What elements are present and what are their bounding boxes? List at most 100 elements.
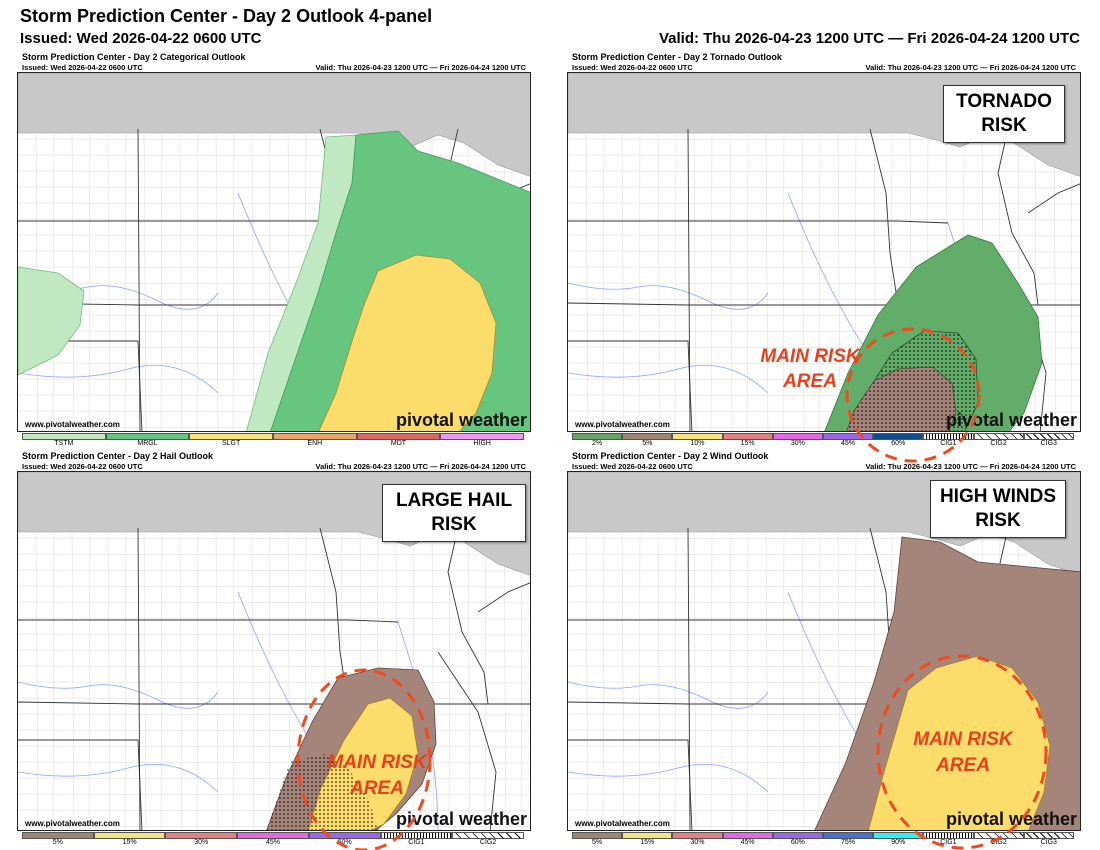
legend-item: 30% [672, 832, 723, 847]
legend-label: CIG2 [990, 839, 1007, 846]
legend-item: 10% [672, 433, 723, 448]
panel-title: Storm Prediction Center - Day 2 Wind Out… [572, 451, 769, 461]
legend-label: 2% [592, 440, 603, 447]
watermark-url: www.pivotalweather.com [25, 420, 120, 429]
hail-map[interactable]: LARGE HAIL RISK www.pivotalweather.com pi… [17, 471, 531, 831]
legend-item: 45% [722, 832, 773, 847]
pivotal-weather-logo: pivotal weather [395, 410, 527, 430]
tornado-map[interactable]: TORNADO RISK www.pivotalweather.com pivot… [567, 72, 1081, 432]
legend-label: 60% [891, 440, 906, 447]
pivotal-weather-logo: pivotal weather [945, 410, 1077, 430]
panel-title: Storm Prediction Center - Day 2 Categori… [22, 52, 246, 62]
legend-swatch [772, 433, 823, 440]
legend-item: SLGT [189, 433, 273, 448]
legend-label: CIG2 [479, 839, 497, 846]
legend-item: 2% [572, 433, 623, 448]
legend-label: ENH [307, 440, 323, 447]
legend-item: CIG2 [452, 832, 524, 847]
issued-time: Issued: Wed 2026-04-22 0600 UTC [20, 30, 262, 47]
legend-item: TSTM [22, 433, 106, 448]
panel-valid: Valid: Thu 2026-04-23 1200 UTC — Fri 202… [865, 63, 1076, 72]
watermark-url: www.pivotalweather.com [575, 420, 670, 429]
legend-label: 45% [265, 839, 280, 846]
panel-title: Storm Prediction Center - Day 2 Hail Out… [22, 451, 214, 461]
legend-label: SLGT [221, 440, 241, 447]
legend-swatch [822, 433, 874, 440]
legend-label: 10% [690, 440, 705, 447]
legend-item: CIG2 [973, 433, 1024, 448]
legend-item: 60% [873, 433, 924, 448]
legend-swatch [1023, 832, 1074, 839]
legend-item: CIG1 [923, 832, 974, 847]
legend-swatch [722, 433, 773, 440]
wind-outlook-panel: Storm Prediction Center - Day 2 Wind Out… [567, 451, 1081, 847]
legend-swatch [923, 433, 974, 440]
legend-item: MDT [356, 433, 441, 448]
legend-label: 30% [790, 440, 805, 447]
legend-label: CIG3 [1040, 839, 1057, 846]
legend-label: 15% [640, 839, 655, 846]
legend-swatch [672, 832, 723, 839]
legend-item: 90% [873, 832, 924, 847]
watermark-url: www.pivotalweather.com [25, 819, 120, 828]
tornado-risk-label: TORNADO RISK [943, 85, 1065, 143]
legend-swatch [356, 433, 441, 440]
legend-swatch [1023, 433, 1074, 440]
panel-issued: Issued: Wed 2026-04-22 0600 UTC [22, 462, 143, 471]
hail-outlook-panel: Storm Prediction Center - Day 2 Hail Out… [17, 451, 531, 847]
legend-label: MRGL [137, 440, 158, 447]
legend-swatch [873, 832, 924, 839]
wind-legend: 5% 15% 30% 45% 60% 75% 90% CIG1 CIG2 CIG3 [572, 832, 1074, 847]
legend-swatch [440, 433, 524, 440]
legend-label: 5% [52, 839, 63, 846]
legend-label: 30% [690, 839, 705, 846]
panel-valid: Valid: Thu 2026-04-23 1200 UTC — Fri 202… [865, 462, 1076, 471]
legend-label: 30% [194, 839, 209, 846]
legend-item: CIG3 [1023, 433, 1074, 448]
legend-item: 45% [822, 433, 874, 448]
legend-item: 75% [822, 832, 874, 847]
legend-item: 30% [165, 832, 238, 847]
legend-swatch [272, 433, 357, 440]
legend-label: 45% [841, 440, 856, 447]
page-title: Storm Prediction Center - Day 2 Outlook … [20, 6, 433, 26]
legend-label: TSTM [54, 440, 74, 447]
legend-item: HIGH [440, 433, 524, 448]
tornado-outlook-panel: Storm Prediction Center - Day 2 Tornado … [567, 52, 1081, 448]
legend-swatch [165, 832, 238, 839]
legend-item: CIG1 [923, 433, 974, 448]
legend-swatch [572, 832, 623, 839]
legend-swatch [973, 832, 1024, 839]
categorical-map[interactable]: www.pivotalweather.com pivotal weather [17, 72, 531, 432]
legend-label: CIG1 [940, 839, 957, 846]
legend-item: 15% [622, 832, 673, 847]
legend-label: MDT [390, 440, 407, 447]
legend-label: 75% [841, 839, 856, 846]
tornado-legend: 2% 5% 10% 15% 30% 45% 60% CIG1 CIG2 CIG3 [572, 433, 1074, 448]
categorical-outlook-panel: Storm Prediction Center - Day 2 Categori… [17, 52, 531, 448]
legend-swatch [622, 832, 673, 839]
legend-swatch [672, 433, 723, 440]
legend-item: 15% [722, 433, 773, 448]
legend-item: 60% [772, 832, 823, 847]
legend-swatch [22, 433, 106, 440]
legend-item: CIG2 [973, 832, 1024, 847]
legend-item: 60% [308, 832, 381, 847]
pivotal-weather-logo: pivotal weather [395, 809, 527, 829]
legend-item: MRGL [105, 433, 190, 448]
legend-item: 5% [572, 832, 623, 847]
legend-item: 15% [93, 832, 166, 847]
legend-label: CIG1 [408, 839, 425, 846]
legend-label: 60% [790, 839, 805, 846]
panel-issued: Issued: Wed 2026-04-22 0600 UTC [22, 63, 143, 72]
legend-swatch [923, 832, 974, 839]
categorical-legend: TSTM MRGL SLGT ENH MDT HIGH [22, 433, 524, 448]
legend-item: 5% [22, 832, 94, 847]
legend-swatch [772, 832, 823, 839]
legend-swatch [873, 433, 924, 440]
basemap [18, 73, 530, 431]
wind-map[interactable]: HIGH WINDS RISK www.pivotalweather.com pi… [567, 471, 1081, 831]
legend-swatch [722, 832, 773, 839]
legend-item: CIG1 [380, 832, 453, 847]
legend-item: CIG3 [1023, 832, 1074, 847]
